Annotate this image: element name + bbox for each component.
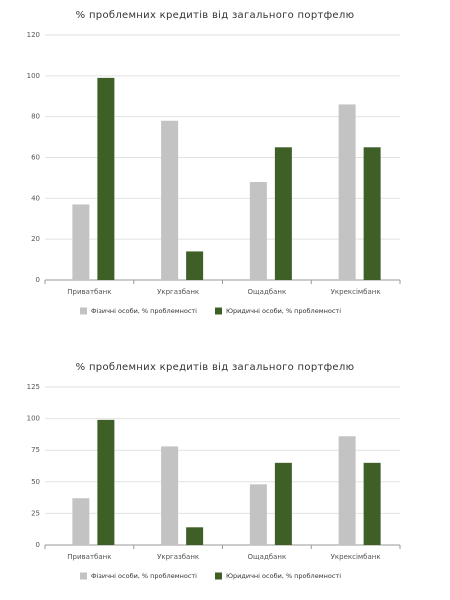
bar bbox=[97, 419, 115, 545]
bar bbox=[338, 436, 356, 545]
y-tick-label: 60 bbox=[31, 154, 40, 162]
x-tick-label: Ощадбанк bbox=[248, 288, 287, 296]
legend-label: Фізичні особи, % проблемності bbox=[91, 307, 197, 315]
legend-swatch bbox=[80, 572, 87, 580]
legend-label: Фізичні особи, % проблемності bbox=[91, 572, 197, 580]
x-tick-label: Укрексімбанк bbox=[331, 553, 381, 561]
x-tick-label: Ощадбанк bbox=[248, 553, 287, 561]
x-tick-label: Укргазбанк bbox=[157, 553, 199, 561]
legend-swatch bbox=[215, 307, 222, 315]
bar bbox=[161, 446, 179, 545]
x-tick-label: Приватбанк bbox=[67, 288, 111, 296]
legend-swatch bbox=[215, 572, 222, 580]
bar bbox=[363, 462, 381, 545]
bar bbox=[249, 182, 267, 280]
bar bbox=[363, 147, 381, 280]
legend-label: Юридичні особи, % проблемності bbox=[226, 572, 341, 580]
bar bbox=[72, 204, 90, 280]
y-tick-label: 20 bbox=[31, 235, 40, 243]
y-tick-label: 50 bbox=[31, 478, 40, 486]
chart-title: % проблемних кредитів від загального пор… bbox=[76, 361, 355, 373]
y-tick-label: 125 bbox=[27, 383, 40, 391]
bar bbox=[186, 527, 204, 545]
bar bbox=[72, 498, 90, 545]
y-tick-label: 75 bbox=[31, 446, 40, 454]
x-tick-label: Приватбанк bbox=[67, 553, 111, 561]
x-tick-label: Укргазбанк bbox=[157, 288, 199, 296]
y-tick-label: 0 bbox=[36, 276, 40, 284]
chart-title: % проблемних кредитів від загального пор… bbox=[76, 9, 355, 21]
bar bbox=[338, 104, 356, 281]
bar bbox=[97, 77, 115, 280]
bar bbox=[249, 484, 267, 545]
y-tick-label: 0 bbox=[36, 541, 40, 549]
bar bbox=[274, 462, 292, 545]
y-tick-label: 40 bbox=[31, 194, 40, 202]
bar bbox=[274, 147, 292, 280]
x-tick-label: Укрексімбанк bbox=[331, 288, 381, 296]
y-tick-label: 120 bbox=[27, 31, 40, 39]
y-tick-label: 25 bbox=[31, 509, 40, 517]
y-tick-label: 80 bbox=[31, 113, 40, 121]
y-tick-label: 100 bbox=[27, 72, 40, 80]
bar bbox=[161, 120, 179, 280]
bar bbox=[186, 251, 204, 280]
legend-label: Юридичні особи, % проблемності bbox=[226, 307, 341, 315]
y-tick-label: 100 bbox=[27, 415, 40, 423]
legend-swatch bbox=[80, 307, 87, 315]
